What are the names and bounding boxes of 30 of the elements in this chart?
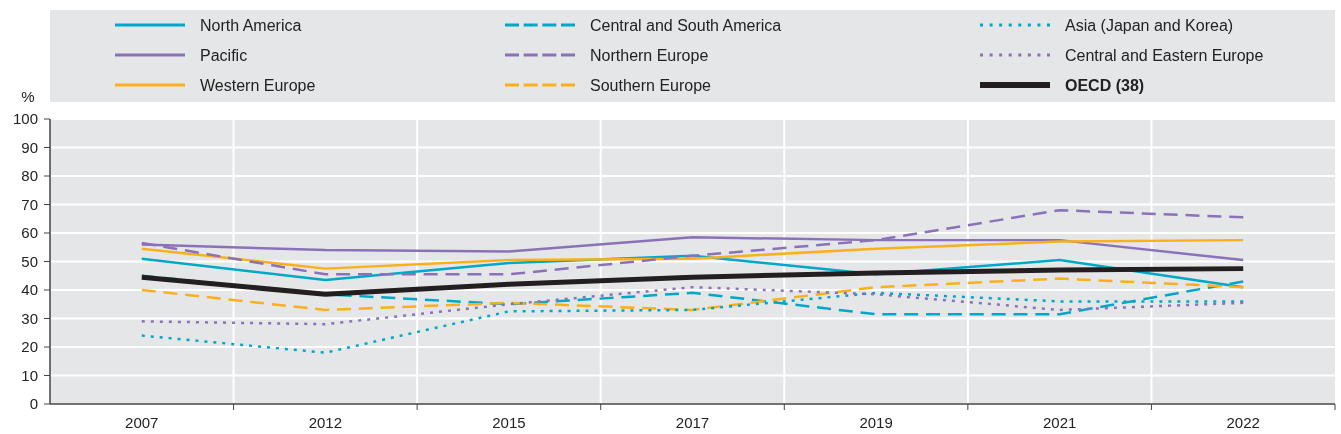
legend-label: North America xyxy=(200,16,302,34)
y-tick-label: 100 xyxy=(12,110,38,128)
y-axis-title: % xyxy=(21,88,35,105)
y-tick-label: 30 xyxy=(21,309,38,327)
y-tick-label: 50 xyxy=(21,252,38,270)
y-tick-label: 90 xyxy=(21,138,38,156)
line-series xyxy=(140,238,1245,270)
x-tick-label: 2019 xyxy=(859,414,893,431)
y-tick-label: 40 xyxy=(21,281,38,299)
line-series xyxy=(140,285,1245,326)
x-tick-label: 2012 xyxy=(308,414,343,431)
legend-label: Western Europe xyxy=(200,76,316,94)
x-tick-label: 2022 xyxy=(1226,414,1260,431)
x-tick-label: 2017 xyxy=(675,414,710,431)
y-tick-label: 20 xyxy=(21,338,38,356)
x-tick-label: 2021 xyxy=(1042,414,1077,431)
legend-label: OECD (38) xyxy=(1065,76,1145,94)
legend-label: Pacific xyxy=(200,46,248,64)
x-tick-label: 2007 xyxy=(125,414,159,431)
legend-label: Southern Europe xyxy=(590,76,712,94)
y-tick-label: 60 xyxy=(21,224,38,242)
legend-label: Central and South America xyxy=(590,16,782,34)
legend-label: Northern Europe xyxy=(590,46,709,64)
y-tick-label: 70 xyxy=(21,195,38,213)
y-tick-label: 0 xyxy=(29,395,38,413)
x-tick-label: 2015 xyxy=(492,414,526,431)
y-tick-label: 80 xyxy=(21,167,38,185)
legend-label: Asia (Japan and Korea) xyxy=(1065,16,1234,34)
y-tick-label: 10 xyxy=(21,366,38,384)
legend-label: Central and Eastern Europe xyxy=(1065,46,1264,64)
